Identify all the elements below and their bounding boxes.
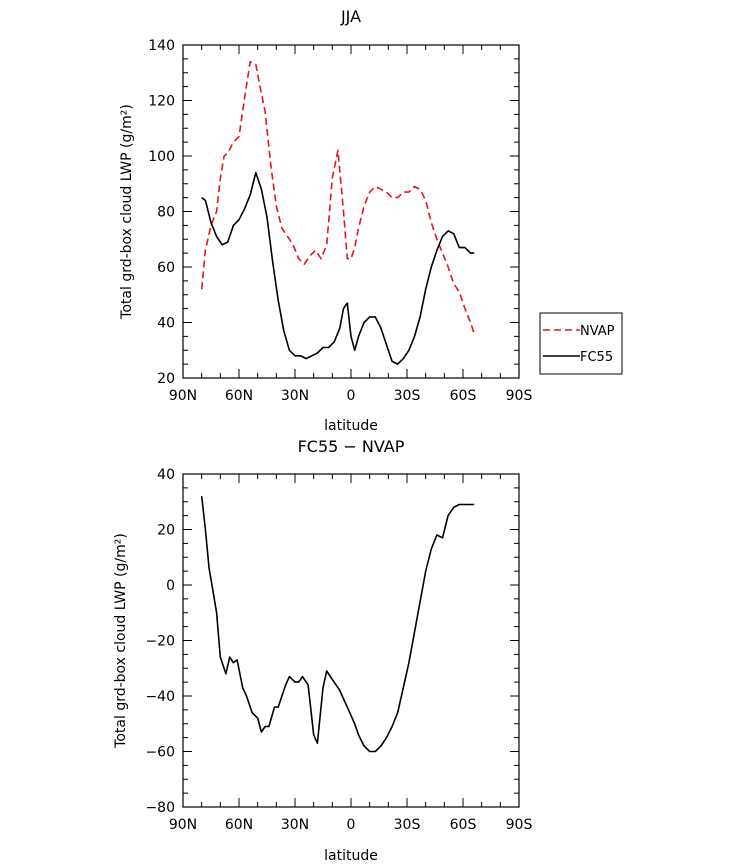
x-tick-label: 0 [347, 388, 356, 404]
y-tick-label: −20 [145, 634, 175, 650]
x-tick-label: 60S [450, 388, 477, 404]
plot-frame [182, 44, 520, 379]
x-tick-label: 60N [225, 388, 253, 404]
x-tick-label: 60N [225, 817, 253, 833]
series-line-fc55 [201, 171, 475, 365]
y-axis-label: Total grd-box cloud LWP (g/m²) [113, 533, 129, 749]
x-tick-label: 0 [347, 817, 356, 833]
y-tick-label: −60 [145, 745, 175, 761]
x-axis: 90N 60N 30N 0 30S 60S 90S [169, 45, 533, 404]
y-tick-label: 60 [157, 260, 175, 276]
y-axis-label: Total grd-box cloud LWP (g/m²) [119, 104, 135, 320]
y-tick-label: 20 [157, 371, 175, 387]
plot-frame [182, 473, 520, 808]
y-tick-label: 100 [148, 149, 175, 165]
x-axis-label: latitude [324, 848, 378, 864]
chart-title: JJA [340, 7, 361, 26]
x-tick-label: 60S [450, 817, 477, 833]
x-tick-label: 90S [506, 388, 533, 404]
chart-title: FC55 − NVAP [298, 437, 405, 456]
series-line-diff-1 [200, 496, 475, 753]
x-tick-label: 90S [506, 817, 533, 833]
legend: NVAP FC55 [539, 312, 623, 375]
y-tick-label: −80 [145, 800, 175, 816]
chart-panel-2: 90N 60N 30N 0 30S 60S 90S −80 −60 −40 −20 0 20 40 FC55… [113, 437, 532, 864]
x-tick-label: 30N [281, 817, 309, 833]
y-tick-label: −40 [145, 689, 175, 705]
series-line-nvap [200, 60, 475, 334]
legend-label-fc55: FC55 [580, 350, 613, 365]
x-axis-label: latitude [324, 418, 378, 434]
x-tick-label: 30S [394, 817, 421, 833]
x-tick-label: 90N [169, 388, 197, 404]
x-tick-label: 30S [394, 388, 421, 404]
legend-label-nvap: NVAP [580, 324, 615, 339]
legend-box [539, 312, 623, 375]
x-tick-label: 30N [281, 388, 309, 404]
y-tick-label: 40 [157, 467, 175, 483]
y-tick-label: 40 [157, 316, 175, 332]
y-tick-label: 20 [157, 523, 175, 539]
y-tick-label: 0 [166, 578, 175, 594]
y-tick-label: 140 [148, 38, 175, 54]
y-tick-label: 120 [148, 94, 175, 110]
chart-panel-1: 90N 60N 30N 0 30S 60S 90S 20 40 60 80 100 120 140 JJA l… [119, 7, 623, 434]
x-axis: 90N 60N 30N 0 30S 60S 90S [169, 474, 533, 833]
y-tick-label: 80 [157, 205, 175, 221]
y-axis: −80 −60 −40 −20 0 20 40 [145, 467, 519, 816]
x-tick-label: 90N [169, 817, 197, 833]
y-axis: 20 40 60 80 100 120 140 [148, 38, 519, 387]
